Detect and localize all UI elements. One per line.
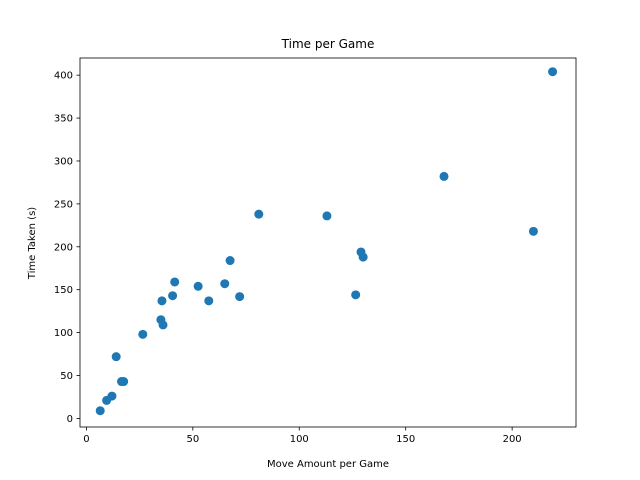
data-point <box>548 67 558 77</box>
y-tick-label: 0 <box>67 414 73 425</box>
y-tick-label: 300 <box>54 156 73 167</box>
data-point <box>322 211 332 221</box>
data-point <box>111 352 121 362</box>
y-axis-label: Time Taken (s) <box>27 207 38 280</box>
data-point <box>225 256 235 266</box>
x-tick-label: 0 <box>83 434 89 445</box>
data-point <box>254 209 264 219</box>
x-axis-label: Move Amount per Game <box>267 459 389 470</box>
data-point <box>107 391 117 401</box>
data-point <box>158 320 168 330</box>
y-tick-label: 200 <box>54 242 73 253</box>
data-point <box>157 296 167 306</box>
y-tick-label: 100 <box>54 328 73 339</box>
x-tick-label: 150 <box>396 434 415 445</box>
data-point <box>439 171 449 181</box>
x-tick-label: 200 <box>503 434 522 445</box>
data-point <box>138 329 148 339</box>
data-point <box>351 290 361 300</box>
y-tick-label: 250 <box>54 199 73 210</box>
y-tick-label: 400 <box>54 71 73 82</box>
chart-title: Time per Game <box>281 37 375 51</box>
y-tick-label: 150 <box>54 285 73 296</box>
data-point <box>235 292 245 302</box>
data-point <box>528 226 538 236</box>
x-tick-label: 50 <box>186 434 199 445</box>
x-tick-label: 100 <box>290 434 309 445</box>
data-point <box>170 277 180 287</box>
data-point <box>95 406 105 416</box>
data-point <box>119 377 129 387</box>
data-point <box>204 296 214 306</box>
data-point <box>220 279 230 289</box>
data-point <box>193 281 203 291</box>
data-point <box>168 291 178 301</box>
plot-area: 0 50 100 150 200 0 50 100 150 200 250 300 350 400 <box>54 57 577 445</box>
data-point <box>358 252 368 262</box>
axes-frame <box>79 57 577 428</box>
y-tick-label: 50 <box>60 371 73 382</box>
y-tick-label: 350 <box>54 114 73 125</box>
